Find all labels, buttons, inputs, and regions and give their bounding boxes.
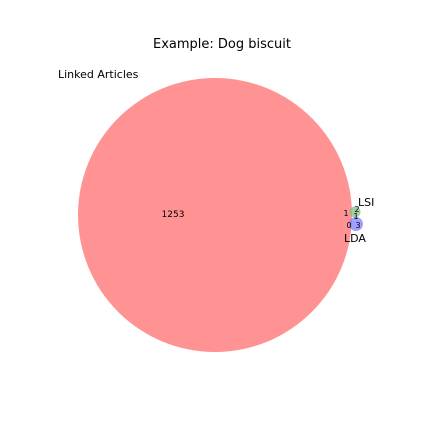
region-label-lsi-only: 2 <box>354 205 359 214</box>
set-circle-linked-articles <box>78 78 352 352</box>
chart-title: Example: Dog biscuit <box>153 37 291 52</box>
set-circle-lsi <box>349 206 361 218</box>
set-label-lda: LDA <box>344 232 366 245</box>
region-labels: 1253 2 1 1 0 3 <box>162 205 361 230</box>
region-label-lda-only: 3 <box>355 221 360 230</box>
set-circles <box>78 78 363 352</box>
region-label-all-three: 0 <box>346 221 351 230</box>
set-label-lsi: LSI <box>358 196 374 209</box>
region-label-lsi-lda: 1 <box>353 212 358 221</box>
set-labels: Linked Articles LSI LDA <box>58 68 374 245</box>
set-circle-lda <box>349 217 363 231</box>
set-label-linked-articles: Linked Articles <box>58 68 139 81</box>
region-label-linked-only: 1253 <box>162 210 185 220</box>
region-label-linked-lsi: 1 <box>343 209 348 218</box>
